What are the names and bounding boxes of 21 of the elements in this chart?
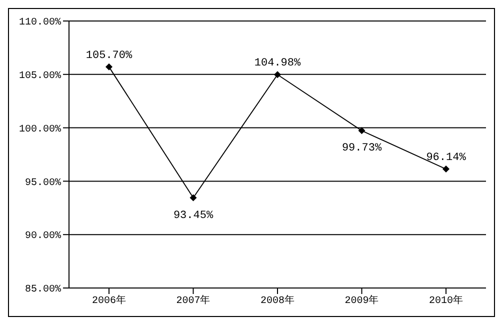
point xyxy=(442,166,450,173)
point xyxy=(274,71,281,78)
y-tick-label: 100.00% xyxy=(18,124,61,136)
data-label: 104.98% xyxy=(254,58,301,70)
y-tick-label: 85.00% xyxy=(24,284,61,296)
data-label: 105.70% xyxy=(86,50,132,62)
point xyxy=(358,127,366,134)
x-tick-label: 2006年 xyxy=(92,294,126,308)
data-label: 96.14% xyxy=(426,152,466,164)
y-tick-label: 105.00% xyxy=(18,70,61,82)
data-label: 93.45% xyxy=(173,210,214,222)
point xyxy=(190,194,197,202)
y-tick-label: 90.00% xyxy=(24,231,61,242)
x-tick-label: 2008年 xyxy=(260,294,295,308)
y-tick-label: 95.00% xyxy=(24,178,61,189)
x-tick-label: 2010年 xyxy=(428,294,464,308)
x-tick-label: 2007年 xyxy=(176,294,210,308)
y-tick-label: 110.00% xyxy=(18,18,61,29)
x-tick-label: 2009年 xyxy=(344,294,379,308)
data-label: 99.73% xyxy=(342,142,382,155)
point xyxy=(106,63,112,70)
